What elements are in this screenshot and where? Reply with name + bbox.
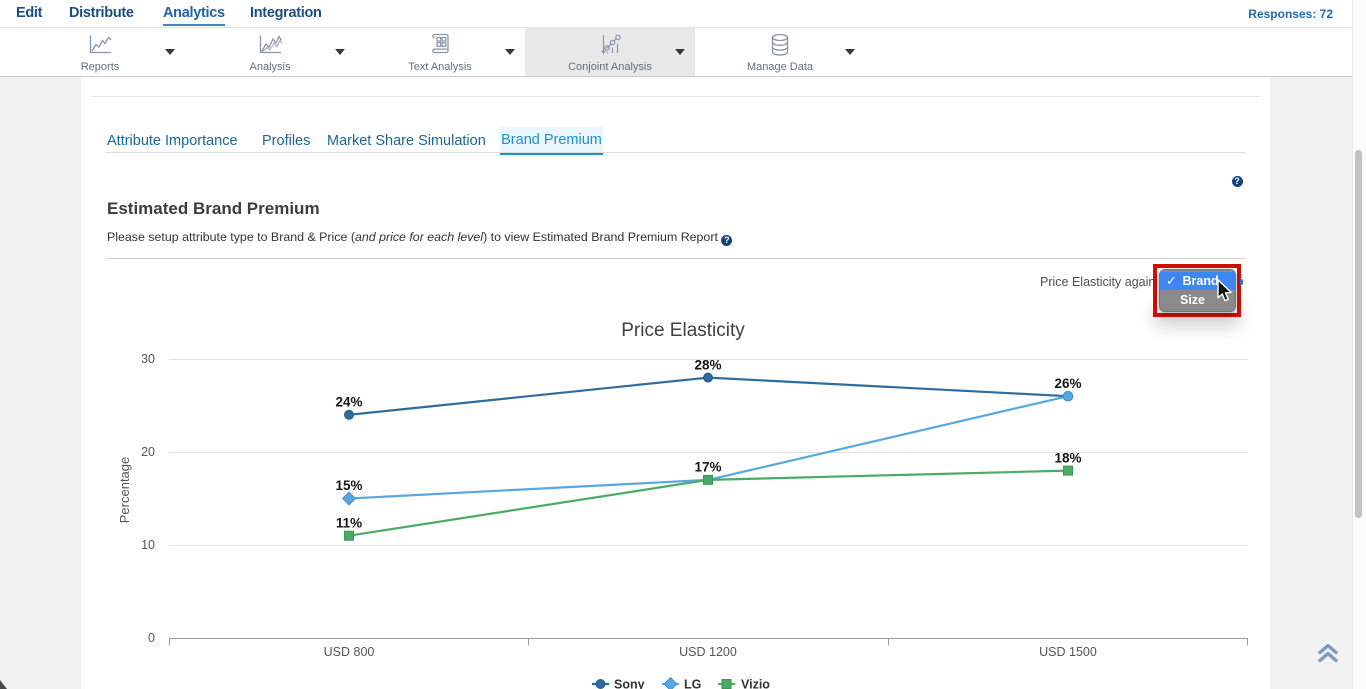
svg-text:15%: 15%	[335, 478, 362, 493]
svg-text:26%: 26%	[1054, 376, 1081, 391]
svg-text:USD 1500: USD 1500	[1039, 645, 1097, 659]
svg-text:20: 20	[141, 445, 155, 459]
svg-text:USD 800: USD 800	[324, 645, 375, 659]
svg-text:18%: 18%	[1054, 450, 1081, 465]
svg-text:Percentage: Percentage	[117, 457, 132, 524]
svg-text:USD 1200: USD 1200	[679, 645, 737, 659]
svg-text:24%: 24%	[335, 395, 362, 410]
svg-text:10: 10	[141, 538, 155, 552]
svg-text:Vizio: Vizio	[741, 678, 770, 689]
svg-text:11%: 11%	[336, 515, 362, 530]
svg-text:17%: 17%	[694, 460, 721, 475]
svg-text:30: 30	[141, 352, 155, 366]
svg-text:28%: 28%	[694, 357, 721, 372]
svg-text:Price Elasticity: Price Elasticity	[621, 320, 745, 341]
svg-text:0: 0	[148, 631, 155, 645]
svg-text:LG: LG	[684, 678, 701, 689]
svg-text:Sony: Sony	[614, 678, 645, 689]
